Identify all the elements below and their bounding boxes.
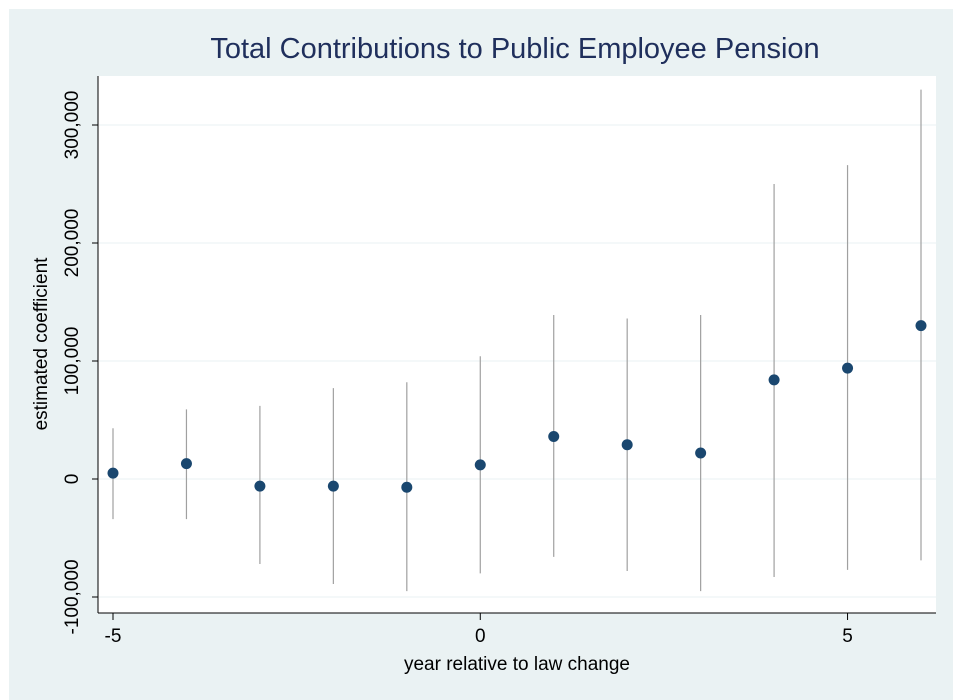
x-tick-label-0: -5 [105,626,122,647]
y-tick-label-1: 0 [62,474,83,485]
gridlines [99,124,936,598]
point-marker-8 [695,447,707,459]
y-tick-label-4: 300,000 [62,91,83,160]
x-tick-label-1: 0 [475,626,486,647]
point-marker-10 [842,362,854,374]
chart-title: Total Contributions to Public Employee P… [210,33,819,65]
point-marker-1 [180,458,192,470]
point-marker-11 [915,320,927,332]
point-marker-7 [621,439,633,451]
x-axis-ticks: -5 0 5 [105,613,853,647]
point-marker-3 [327,480,339,492]
point-marker-5 [474,459,486,471]
point-estimates [107,320,927,493]
y-tick-label-2: 100,000 [62,327,83,396]
x-axis-label: year relative to law change [404,654,630,675]
point-marker-2 [254,480,266,492]
plot-area [98,76,936,613]
x-tick-label-2: 5 [842,626,853,647]
y-tick-label-3: 200,000 [62,209,83,278]
point-marker-9 [768,374,780,386]
y-axis-ticks: -100,000 0 100,000 200,000 300,000 [62,91,98,635]
y-axis-label: estimated coefficient [31,257,52,431]
y-tick-label-0: -100,000 [62,559,83,634]
point-marker-4 [401,481,413,493]
point-marker-6 [548,431,560,443]
point-marker-0 [107,467,119,479]
